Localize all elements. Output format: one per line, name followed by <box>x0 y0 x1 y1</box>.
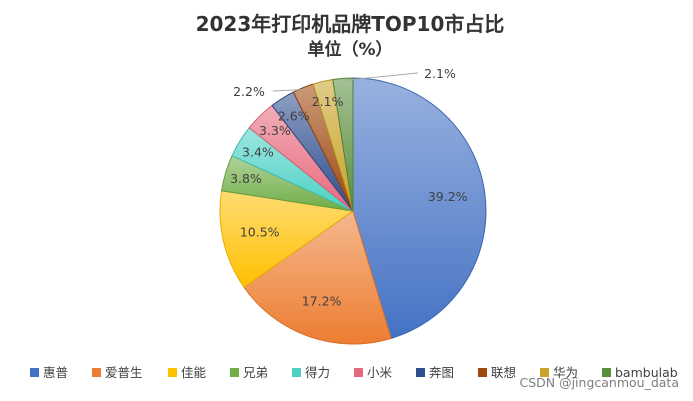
data-label-1: 39.2% <box>428 189 468 204</box>
legend-swatch-5 <box>292 368 301 377</box>
pie-slice-1 <box>352 77 487 340</box>
data-label-6: 3.3% <box>259 123 291 138</box>
data-label-10: 2.1% <box>424 66 456 81</box>
legend-swatch-6 <box>354 368 363 377</box>
data-label-8: 2.2% <box>233 84 265 99</box>
leader-line-10 <box>342 72 419 81</box>
legend-label-1: 惠普 <box>43 365 68 380</box>
legend-swatch-4 <box>230 368 239 377</box>
data-label-9: 2.1% <box>312 94 344 109</box>
legend-label-4: 兄弟 <box>243 365 268 380</box>
legend-swatch-8 <box>478 368 487 377</box>
legend-swatch-3 <box>168 368 177 377</box>
watermark: CSDN @jingcanmou_data <box>519 375 679 390</box>
pie-slice-3 <box>219 190 355 288</box>
data-labels: 39.2% 17.2% 10.5% 3.8% 3.4% 3.3%2.6% 2.2% 2.1% 2… <box>230 66 468 309</box>
chart-title: 2023年打印机品牌TOP10市占比 <box>196 12 505 36</box>
legend-label-5: 得力 <box>305 365 330 380</box>
legend: 惠普 爱普生 佳能 兄弟 得力 小米 奔图 联想 华为 bambulab <box>30 365 678 380</box>
pie-slice-2 <box>243 210 392 345</box>
legend-label-3: 佳能 <box>181 365 207 380</box>
legend-label-7: 奔图 <box>429 365 454 380</box>
leader-lines <box>272 72 419 92</box>
legend-label-8: 联想 <box>491 365 516 380</box>
data-label-3: 10.5% <box>240 225 280 240</box>
legend-label-9: 华为 <box>553 365 578 380</box>
legend-swatch-7 <box>416 368 425 377</box>
data-label-5: 3.4% <box>242 144 274 159</box>
legend-swatch-10 <box>602 368 611 377</box>
data-label-2: 17.2% <box>302 294 342 309</box>
data-label-4: 3.8% <box>230 171 262 186</box>
leader-line-8 <box>272 89 304 92</box>
chart-subtitle: 单位（%） <box>307 39 392 60</box>
pie-slice-10 <box>332 77 354 212</box>
legend-label-10: bambulab <box>615 365 678 380</box>
legend-swatch-9 <box>540 368 549 377</box>
pie-slices <box>219 77 487 345</box>
legend-swatch-1 <box>30 368 39 377</box>
legend-label-2: 爱普生 <box>105 365 143 380</box>
data-label-7: 2.6% <box>278 108 310 123</box>
legend-swatch-2 <box>92 368 101 377</box>
legend-label-6: 小米 <box>367 365 393 380</box>
